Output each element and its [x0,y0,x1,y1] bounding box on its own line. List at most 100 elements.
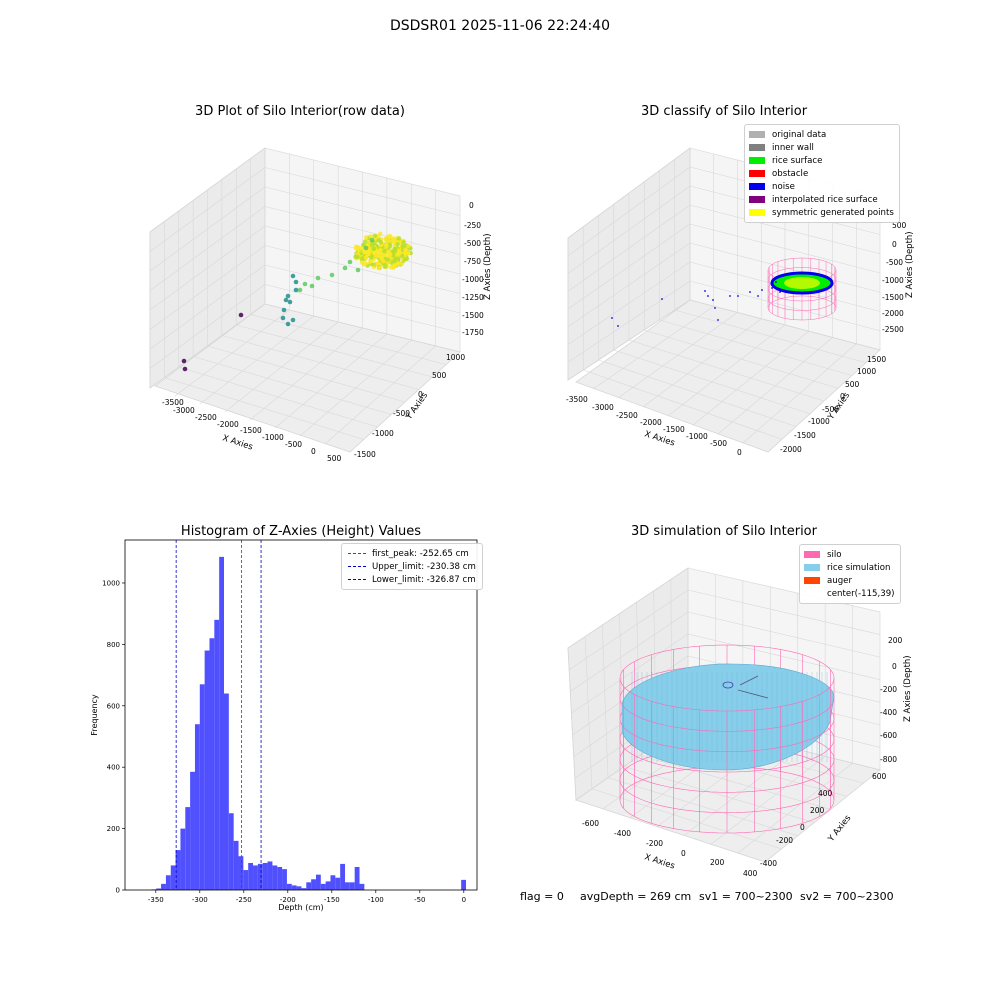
panel1-z-tick: -250 [464,221,481,230]
panel4-z-tick: -800 [880,755,897,764]
histogram-bar [291,885,297,890]
legend-swatch [749,131,765,138]
histogram-bar [340,863,345,890]
data-point [238,312,244,318]
grid-line [619,613,625,767]
grid-line [149,225,266,311]
legend-swatch [749,170,765,177]
data-point [285,293,291,299]
data-point [379,256,385,262]
grid-line [149,245,266,330]
panel1-x-tick: -2000 [217,420,239,429]
histogram-bar [354,866,360,890]
panel2-x-tick: -3500 [566,395,588,404]
grid-line [717,337,833,435]
histogram-bar [325,881,331,890]
histogram-bar [306,882,312,890]
legend-item-inner-wall: inner wall [749,141,894,154]
panel1-z-tick: 0 [469,201,474,210]
panel2-z-tick: 0 [892,240,897,249]
panel2-x-tick: -3000 [592,403,614,412]
data-point [389,260,394,265]
x-tick-label: -150 [324,896,340,904]
noise-point [704,290,706,292]
data-point [363,261,368,266]
data-point [392,239,397,244]
grid-line [692,331,809,426]
data-point [181,358,187,364]
data-point [402,257,408,262]
data-point [347,259,353,265]
histogram-bar [243,870,249,890]
grid-line [299,339,412,437]
legend-item-noise: noise [749,180,894,193]
panel2-x-tick: -500 [710,439,727,448]
panel4-z-tick: -600 [880,731,897,740]
grid-line [570,611,689,692]
figure-title: DSDSR01 2025-11-06 22:24:40 [389,18,610,34]
histogram-bar [330,875,336,890]
data-point [280,315,286,321]
data-point [363,245,369,251]
panel4-rice-simulation [621,663,835,771]
panel2-title: 3D classify of Silo Interior [640,104,808,119]
y-tick-label: 800 [107,641,120,649]
panel4-z-tick: 200 [888,636,903,645]
legend-item-auger: auger [804,574,895,587]
y-tick-label: 400 [107,764,120,772]
noise-point [661,298,663,300]
data-point [384,243,389,248]
histogram-bar [180,828,186,890]
data-point [400,244,405,249]
grid-line [607,777,798,837]
panel4-y-tick: 600 [872,772,887,781]
histogram-bar [214,619,220,890]
rice-surface [621,663,835,771]
panel4-y-tick: -400 [760,859,777,868]
panel2-3d-plot: -3500 -3000 -2500 -2000 -1500 -1000 -500… [566,147,915,457]
grid-line [236,324,433,378]
panel4-y-tick: 200 [810,806,825,815]
data-point [382,249,387,254]
panel2-y-tick: -2000 [780,445,802,454]
histogram-bar [315,874,321,890]
data-point [309,283,315,289]
noise-point [714,307,716,309]
legend-line [348,579,366,580]
y-tick-label: 0 [116,887,120,895]
panel1-z-tick: -1250 [462,293,484,302]
grid-line [689,223,881,274]
panel2-y-tick: 1500 [867,355,886,364]
panel1-y-tick: -1000 [372,429,394,438]
legend-swatch [804,577,820,584]
data-point [391,265,396,270]
panel1-y-tick: -500 [393,409,410,418]
histogram-bar [238,856,244,890]
legend-item-interpolated: interpolated rice surface [749,193,894,206]
histogram-bar [156,888,162,890]
auger [737,689,769,699]
avg-depth-text: avgDepth = 269 cm [580,890,692,903]
sv2-text: sv2 = 700~2300 [800,890,894,903]
panel1-x-tick: 500 [327,454,342,463]
panel1-y-tick: -1500 [354,450,376,459]
legend-line [348,553,366,554]
noise-point [712,299,714,301]
panel1-x-tick: -500 [285,440,302,449]
histogram-bar [286,883,292,890]
data-point [182,366,188,372]
histogram-bar [272,865,278,890]
histogram-bar [224,693,229,890]
histogram-bar [267,861,273,890]
legend-swatch [749,183,765,190]
data-point [290,273,296,279]
histogram-vlines [175,540,262,890]
histogram-bar [199,684,205,890]
legend-item-silo: silo [804,548,895,561]
panel4-y-tick: 400 [818,789,833,798]
data-point [395,261,401,267]
panel1-y-tick: 1000 [446,353,465,362]
panel4-title: 3D simulation of Silo Interior [631,524,817,539]
histogram-bar [228,813,234,890]
panel4-y-tick: 0 [800,823,805,832]
